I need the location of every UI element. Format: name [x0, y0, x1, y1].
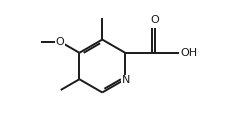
Text: N: N [121, 75, 130, 85]
Text: O: O [55, 37, 64, 46]
Text: O: O [150, 15, 158, 25]
Text: OH: OH [179, 48, 196, 58]
